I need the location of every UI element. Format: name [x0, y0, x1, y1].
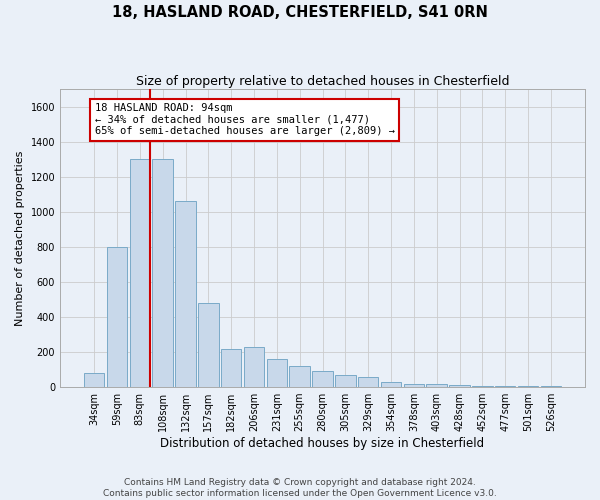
- Title: Size of property relative to detached houses in Chesterfield: Size of property relative to detached ho…: [136, 75, 509, 88]
- Bar: [221, 348, 241, 387]
- Bar: [335, 375, 356, 387]
- Bar: [449, 386, 470, 387]
- Bar: [541, 386, 561, 387]
- Bar: [198, 303, 218, 387]
- Bar: [152, 160, 173, 387]
- Bar: [84, 373, 104, 387]
- Bar: [472, 386, 493, 387]
- Bar: [312, 372, 333, 387]
- Bar: [381, 382, 401, 387]
- Bar: [495, 386, 515, 387]
- Bar: [107, 247, 127, 387]
- Bar: [289, 366, 310, 387]
- Bar: [266, 359, 287, 387]
- Bar: [427, 384, 447, 387]
- Text: Contains HM Land Registry data © Crown copyright and database right 2024.
Contai: Contains HM Land Registry data © Crown c…: [103, 478, 497, 498]
- Text: 18, HASLAND ROAD, CHESTERFIELD, S41 0RN: 18, HASLAND ROAD, CHESTERFIELD, S41 0RN: [112, 5, 488, 20]
- Bar: [358, 378, 379, 387]
- Y-axis label: Number of detached properties: Number of detached properties: [15, 150, 25, 326]
- Text: 18 HASLAND ROAD: 94sqm
← 34% of detached houses are smaller (1,477)
65% of semi-: 18 HASLAND ROAD: 94sqm ← 34% of detached…: [95, 103, 395, 136]
- X-axis label: Distribution of detached houses by size in Chesterfield: Distribution of detached houses by size …: [160, 437, 485, 450]
- Bar: [130, 160, 150, 387]
- Bar: [404, 384, 424, 387]
- Bar: [244, 347, 264, 387]
- Bar: [518, 386, 538, 387]
- Bar: [175, 202, 196, 387]
